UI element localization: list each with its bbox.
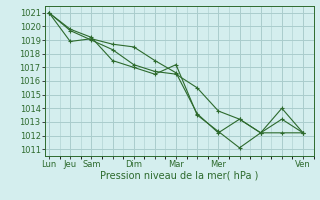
X-axis label: Pression niveau de la mer( hPa ): Pression niveau de la mer( hPa ) [100, 171, 258, 181]
